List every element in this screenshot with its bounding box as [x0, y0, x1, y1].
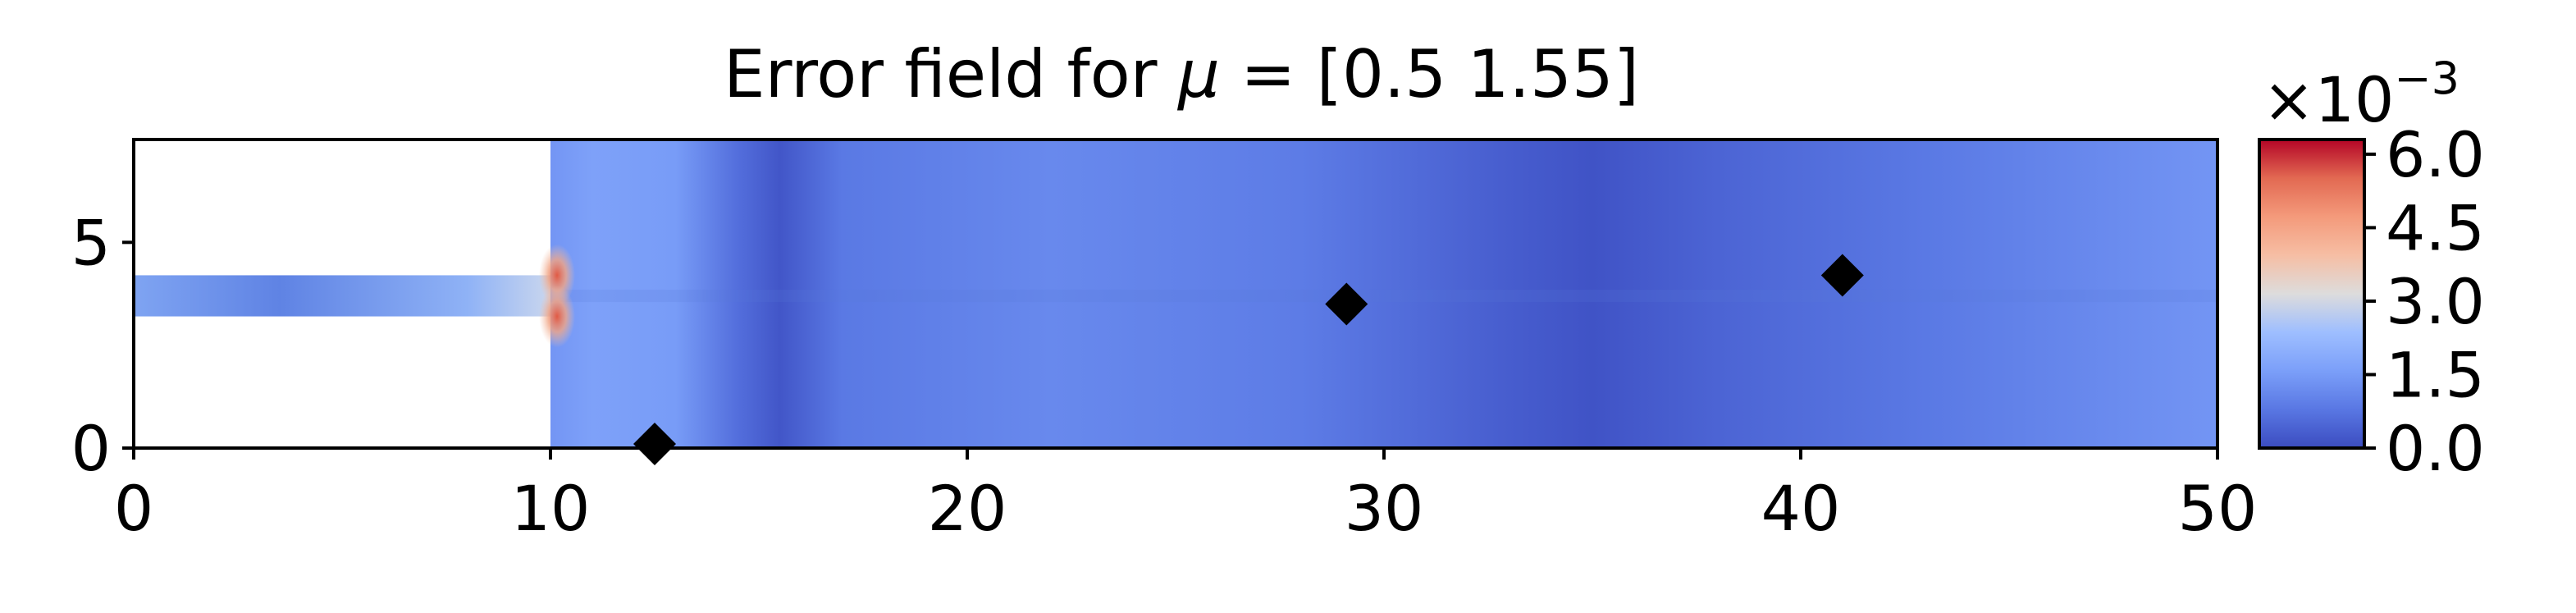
- sensor-marker: [633, 422, 676, 465]
- chart-title: Error field for μ = [0.5 1.55]: [724, 36, 1639, 112]
- x-axis: 0 10 20 30 40 50: [114, 448, 2258, 545]
- error-field-inlet: [134, 275, 550, 317]
- marker-layer: [633, 254, 1864, 465]
- y-axis: 05: [71, 206, 134, 485]
- colorbar: [2258, 138, 2366, 450]
- colorbar-tick-label: 3.0: [2386, 265, 2485, 338]
- colorbar-ticks: 0.01.53.04.56.0: [2364, 118, 2485, 485]
- axes-frame: [132, 138, 2219, 450]
- centerline-streak: [550, 289, 2217, 303]
- hotspot-2: [539, 285, 575, 348]
- colorbar-tick-label: 4.5: [2386, 191, 2485, 264]
- x-tick-label: 10: [511, 472, 591, 545]
- sensor-marker: [1820, 254, 1864, 297]
- x-tick-label: 50: [2178, 472, 2258, 545]
- colorbar-multiplier: ×10−3: [2263, 53, 2460, 136]
- y-tick-label: 0: [71, 412, 111, 485]
- colorbar-tick-label: 6.0: [2386, 118, 2485, 191]
- plot-area: [134, 140, 2217, 448]
- colorbar-tick-label: 0.0: [2386, 412, 2485, 485]
- sensor-marker: [1325, 282, 1368, 326]
- x-tick-label: 30: [1345, 472, 1424, 545]
- x-tick-label: 40: [1761, 472, 1841, 545]
- colorbar-tick-label: 1.5: [2386, 338, 2485, 411]
- error-field-main: [550, 140, 2217, 448]
- x-tick-label: 20: [928, 472, 1007, 545]
- x-tick-label: 0: [114, 472, 153, 545]
- y-tick-label: 5: [71, 206, 111, 279]
